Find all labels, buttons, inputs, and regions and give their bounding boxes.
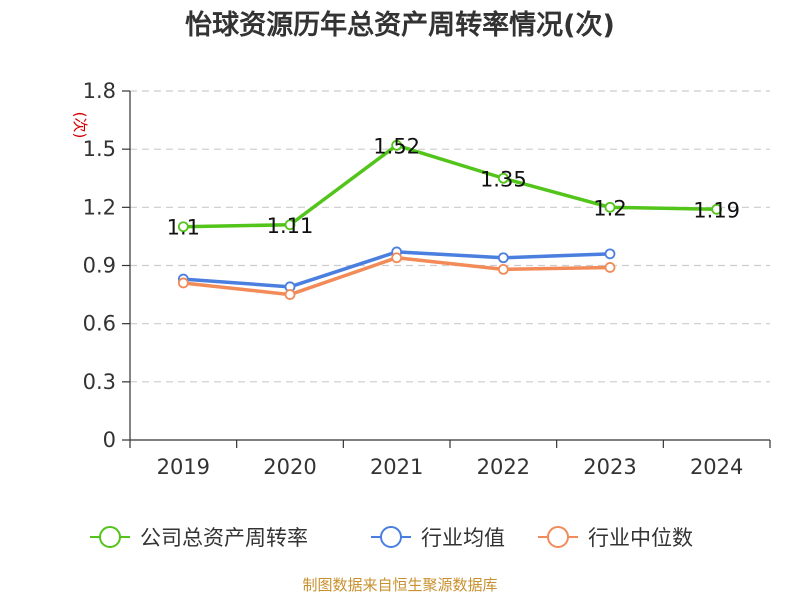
data-point — [604, 248, 616, 260]
source-note: 制图数据来自恒生聚源数据库 — [302, 576, 497, 594]
y-tick-label: 1.2 — [83, 195, 116, 219]
x-tick-label: 2023 — [583, 455, 636, 479]
y-tick-label: 0.6 — [83, 312, 116, 336]
axes: 0 0.3 0.6 0.9 1.2 1.5 1.8 2019 2020 2021 2022 2023 2… — [83, 79, 771, 479]
legend-marker — [547, 526, 569, 548]
data-label: 1.11 — [267, 214, 314, 238]
x-tick-label: 2020 — [263, 455, 316, 479]
y-axis-unit-label: (次) — [71, 112, 89, 139]
series-line — [181, 255, 612, 297]
chart-title: 怡球资源历年总资产周转率情况(次) — [185, 9, 615, 41]
series-line — [181, 143, 719, 229]
x-tick-label: 2019 — [157, 455, 210, 479]
data-point — [604, 262, 616, 273]
data-label: 1.2 — [593, 196, 626, 220]
y-tick-label: 0 — [103, 428, 116, 452]
data-point — [497, 263, 509, 275]
data-point — [497, 252, 509, 264]
y-tick-label: 1.8 — [83, 79, 116, 103]
grid-lines — [130, 90, 770, 383]
series-lines — [177, 139, 723, 300]
data-labels: 1.1 1.11 1.52 1.35 1.2 1.19 — [167, 134, 740, 239]
legend: 公司总资产周转率 行业均值 行业中位数 — [90, 526, 693, 550]
data-point — [604, 201, 616, 213]
data-point — [177, 277, 189, 289]
x-tick-label: 2022 — [477, 455, 530, 479]
data-label: 1.19 — [693, 198, 740, 222]
data-point — [711, 203, 723, 215]
x-tick-label: 2021 — [370, 455, 423, 479]
data-point — [284, 289, 296, 300]
y-tick-label: 0.9 — [83, 254, 116, 278]
data-point — [284, 219, 296, 231]
legend-marker — [380, 526, 402, 548]
data-label: 1.52 — [373, 134, 420, 158]
x-tick-label: 2024 — [690, 455, 743, 479]
legend-marker — [99, 526, 121, 548]
data-point — [497, 172, 509, 184]
legend-label: 公司总资产周转率 — [140, 526, 308, 550]
data-point — [391, 139, 403, 151]
legend-label: 行业均值 — [421, 526, 505, 550]
legend-label: 行业中位数 — [588, 526, 693, 550]
data-point — [177, 221, 189, 233]
data-label: 1.35 — [480, 167, 527, 191]
data-label: 1.1 — [167, 216, 200, 240]
y-tick-label: 0.3 — [83, 370, 116, 394]
y-tick-label: 1.5 — [83, 137, 116, 161]
data-point — [391, 252, 403, 264]
